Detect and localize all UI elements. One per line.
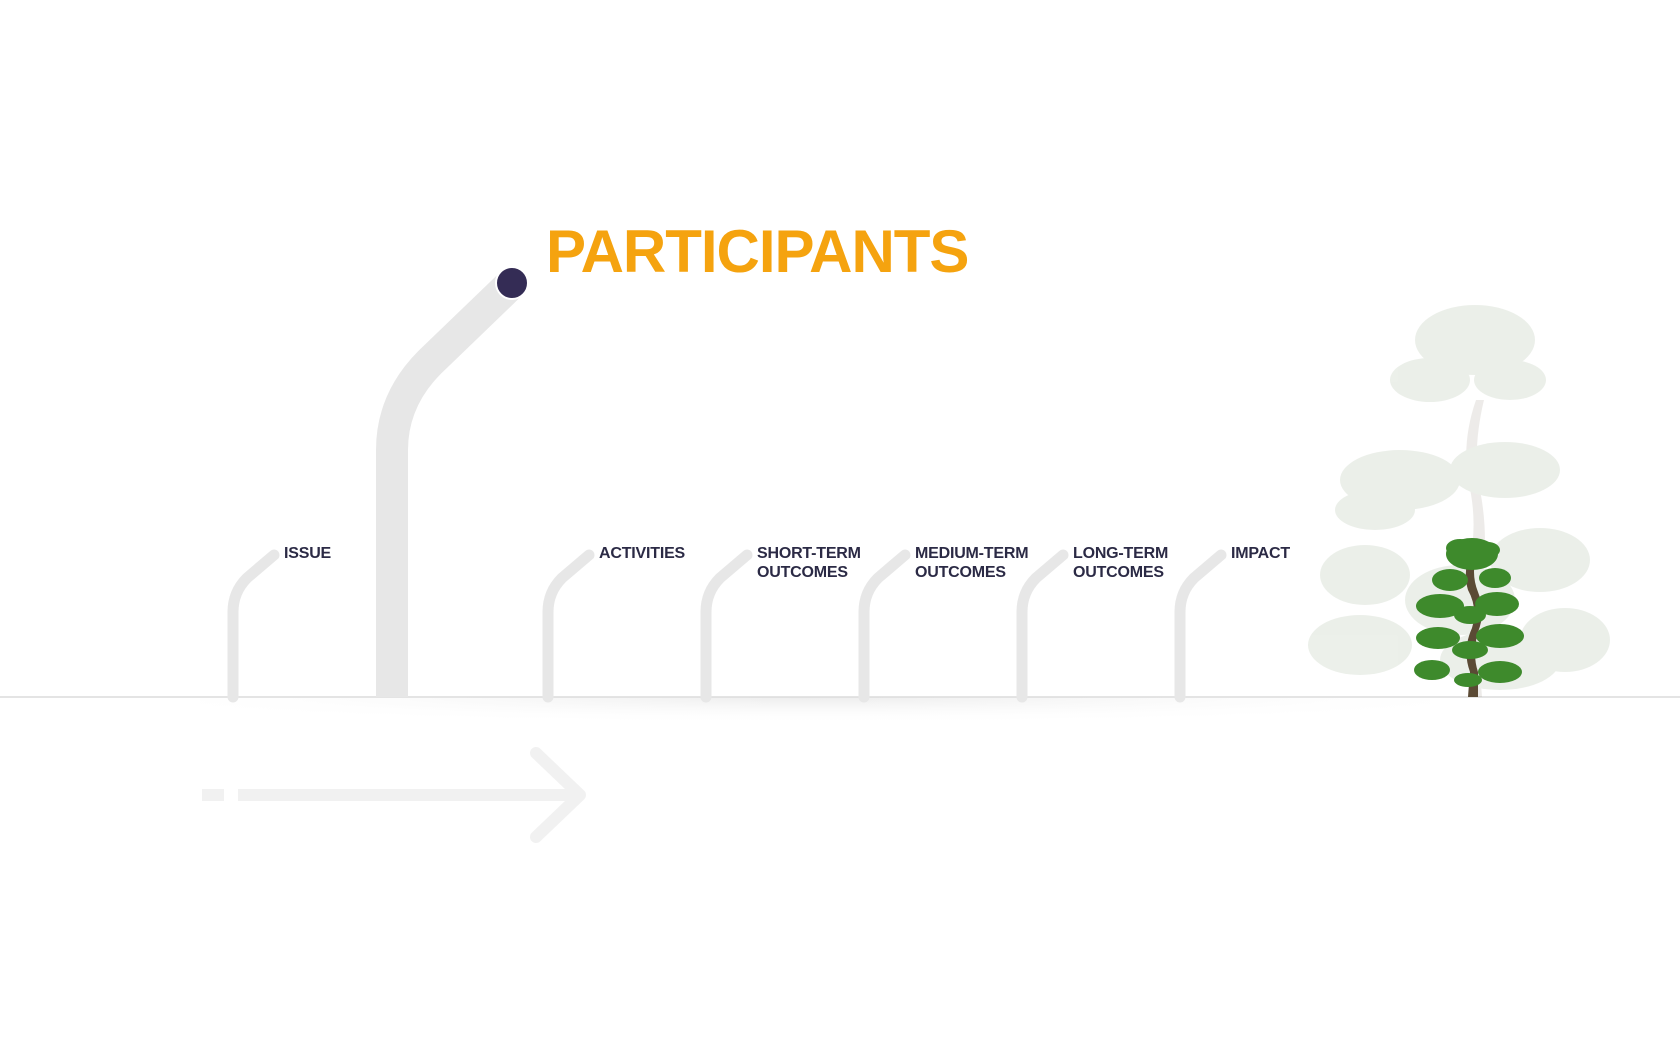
stage-label-line: OUTCOMES (757, 564, 848, 581)
stage-labels: ISSUE ACTIVITIES SHORT-TERM OUTCOMESMEDIUM-… (284, 545, 1291, 581)
circle-marker-icon (495, 266, 529, 300)
stage-label-line: LONG-TERM (1073, 545, 1168, 562)
arrow-right-icon (202, 747, 586, 843)
stage-stem-medium-term-outcomes (858, 549, 911, 703)
page-title: PARTICIPANTS (546, 218, 968, 285)
stage-stem-long-term-outcomes (1016, 549, 1069, 703)
stage-label-line: MEDIUM-TERM (915, 545, 1028, 562)
stage-label-short-term-outcomes: SHORT-TERM OUTCOMES (757, 545, 861, 581)
stage-stem-issue (227, 549, 280, 703)
stage-label-issue: ISSUE (284, 545, 332, 562)
stage-label-line: IMPACT (1231, 545, 1290, 562)
stage-stem-activities (542, 549, 595, 703)
stage-label-activities: ACTIVITIES (599, 545, 686, 562)
stage-label-line: ACTIVITIES (599, 545, 686, 562)
bonsai-tree-icon (1308, 305, 1610, 697)
stage-stems (227, 549, 1227, 703)
stage-label-long-term-outcomes: LONG-TERM OUTCOMES (1073, 545, 1168, 581)
stage-label-line: OUTCOMES (1073, 564, 1164, 581)
stage-label-medium-term-outcomes: MEDIUM-TERM OUTCOMES (915, 545, 1028, 581)
stage-label-line: SHORT-TERM (757, 545, 861, 562)
participants-stem (376, 271, 524, 697)
stage-stem-short-term-outcomes (700, 549, 753, 703)
ground-shadow (200, 697, 1430, 742)
stage-label-line: OUTCOMES (915, 564, 1006, 581)
stage-stem-impact (1174, 549, 1227, 703)
stage-label-line: ISSUE (284, 545, 332, 562)
stage-label-impact: IMPACT (1231, 545, 1290, 562)
